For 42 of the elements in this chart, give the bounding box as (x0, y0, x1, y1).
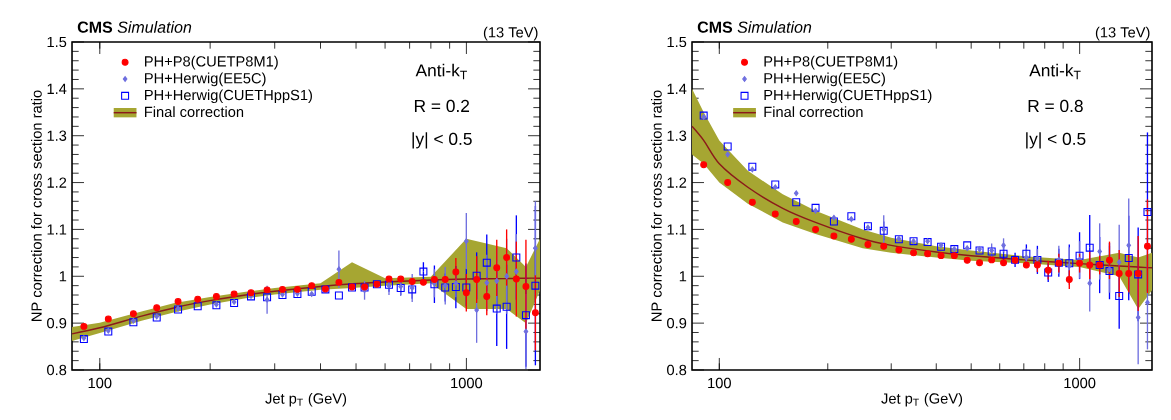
y-tick-label: 0.9 (47, 317, 67, 329)
annotation: Anti-k$_{T}$ (1029, 63, 1081, 80)
y-tick-label: 0.8 (667, 364, 687, 376)
y-tick-label: 1.2 (47, 177, 67, 188)
annotation: R = 0.2 (414, 99, 470, 113)
x-axis-title: Jet p$_{T}$ (GeV) (265, 392, 347, 407)
y-axis-title: NP correction for cross section ratio (650, 90, 662, 321)
legend-label: Final correction (145, 106, 244, 118)
annotation: R = 0.8 (1028, 99, 1083, 113)
y-tick-label: 1.4 (47, 83, 67, 94)
legend-label: PH+P8(CUETP8M1) (764, 55, 898, 70)
y-tick-label: 1 (679, 271, 687, 282)
y-tick-label: 0.8 (47, 364, 67, 376)
chart-title: CMS Simulation (77, 21, 192, 33)
x-tick-label: 100 (88, 377, 112, 389)
y-tick-label: 1 (59, 271, 67, 282)
y-tick-label: 1.5 (667, 36, 687, 48)
x-tick-label: 1000 (451, 377, 483, 389)
annotation: |y| < 0.5 (412, 132, 472, 149)
x-axis-title: Jet p$_{T}$ (GeV) (881, 392, 963, 407)
legend-label: PH+Herwig(CUETHppS1) (145, 89, 312, 104)
x-tick-label: 100 (708, 377, 731, 389)
y-tick-label: 1.1 (667, 224, 687, 235)
y-tick-label: 1.3 (667, 130, 687, 141)
y-tick-label: 1.3 (47, 130, 67, 141)
y-tick-label: 1.5 (47, 36, 67, 48)
legend-label: Final correction (764, 106, 863, 118)
annotation: |y| < 0.5 (1026, 132, 1086, 149)
x-tick-label: 1000 (1064, 377, 1096, 389)
legend-label: PH+Herwig(EE5C) (764, 72, 885, 87)
legend-label: PH+Herwig(EE5C) (145, 72, 266, 87)
chart-title: CMS Simulation (697, 21, 812, 33)
y-tick-label: 1.4 (667, 83, 687, 94)
legend-label: PH+Herwig(CUETHppS1) (764, 89, 932, 104)
y-axis-title: NP correction for cross section ratio (31, 90, 42, 321)
y-tick-label: 0.9 (667, 317, 687, 329)
annotation: Anti-k$_{T}$ (415, 63, 467, 80)
y-tick-label: 1.2 (667, 177, 687, 188)
text: (13 TeV) (483, 26, 538, 41)
legend-label: PH+P8(CUETP8M1) (145, 55, 278, 70)
text: (13 TeV) (1095, 26, 1150, 41)
y-tick-label: 1.1 (47, 224, 67, 235)
